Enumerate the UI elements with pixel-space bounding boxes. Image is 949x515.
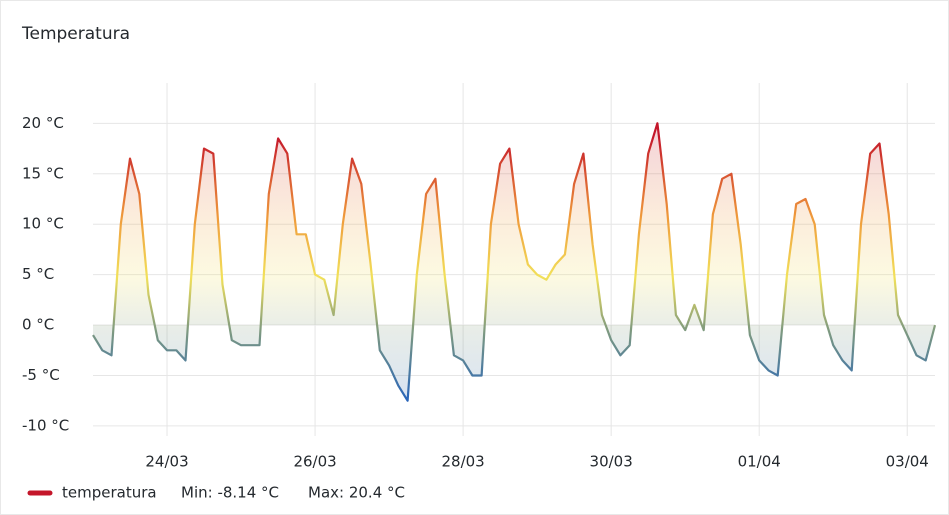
y-tick-label: 10 °C bbox=[22, 215, 64, 233]
y-tick-label: 15 °C bbox=[22, 164, 64, 182]
y-tick-label: 5 °C bbox=[22, 265, 54, 283]
legend-min: Min: -8.14 °C bbox=[181, 484, 279, 502]
legend-max: Max: 20.4 °C bbox=[308, 484, 405, 502]
y-tick-label: 0 °C bbox=[22, 316, 54, 334]
line bbox=[92, 122, 937, 402]
x-tick-label: 28/03 bbox=[441, 453, 484, 471]
y-tick-label: -10 °C bbox=[22, 416, 69, 434]
x-tick-label: 01/04 bbox=[738, 453, 781, 471]
y-tick-label: 20 °C bbox=[22, 114, 64, 132]
x-tick-label: 03/04 bbox=[886, 453, 929, 471]
x-tick-label: 24/03 bbox=[145, 453, 188, 471]
chart-title: Temperatura bbox=[21, 24, 130, 44]
area bbox=[93, 123, 935, 401]
y-tick-label: -5 °C bbox=[22, 366, 60, 384]
x-tick-label: 30/03 bbox=[590, 453, 633, 471]
legend-label[interactable]: temperatura bbox=[62, 484, 157, 502]
x-tick-label: 26/03 bbox=[293, 453, 336, 471]
